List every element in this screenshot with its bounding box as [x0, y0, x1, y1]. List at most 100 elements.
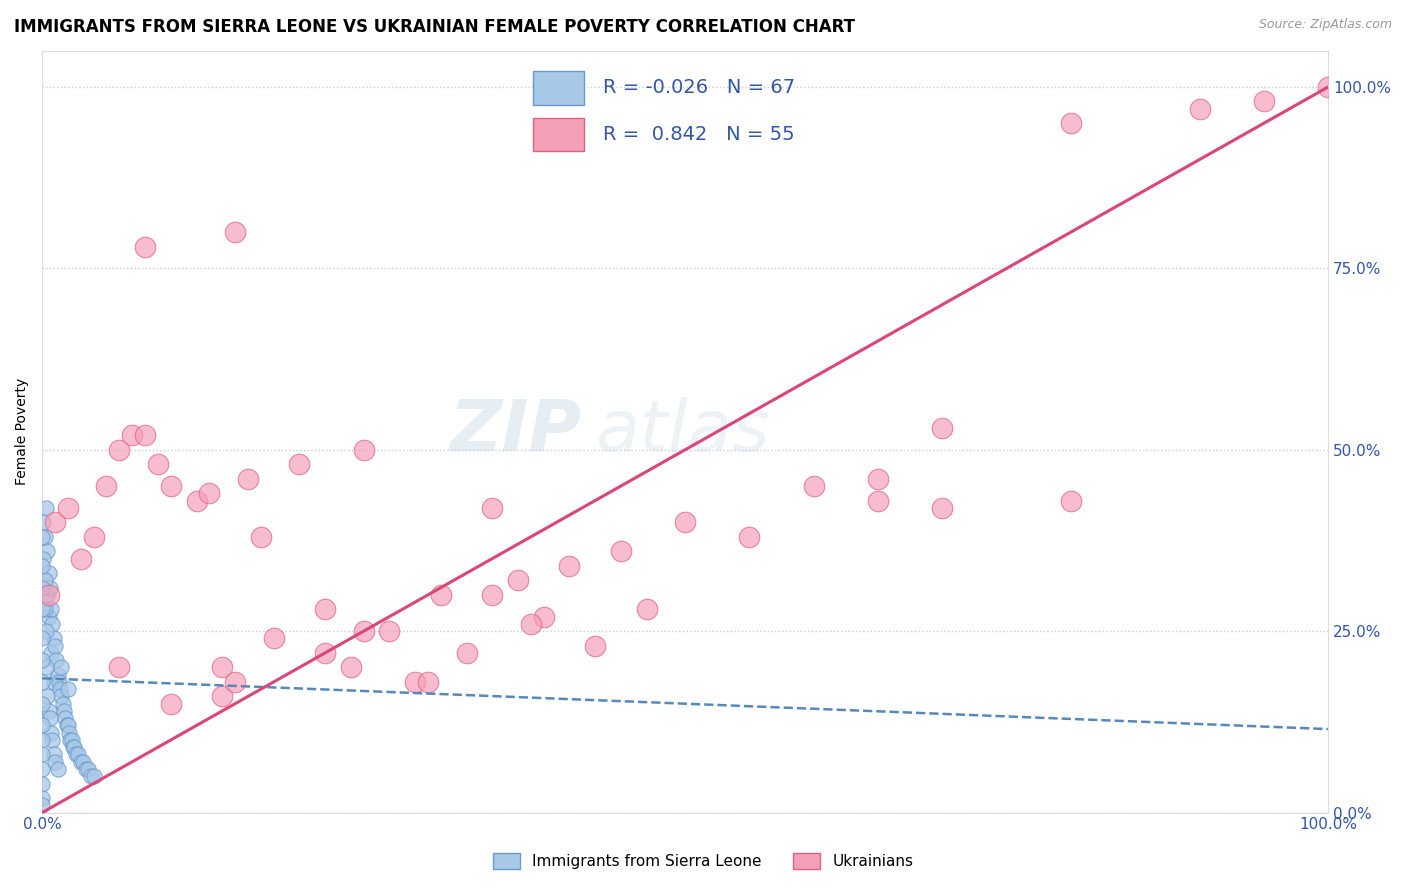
Point — [931, 421, 953, 435]
Point — [34, 602, 56, 616]
Point — [31, 798, 53, 813]
Point — [134, 239, 156, 253]
Point — [35, 660, 58, 674]
Text: Source: ZipAtlas.com: Source: ZipAtlas.com — [1258, 18, 1392, 31]
Point — [38, 566, 60, 580]
Point — [1317, 79, 1340, 94]
Point — [416, 675, 439, 690]
Y-axis label: Female Poverty: Female Poverty — [15, 378, 30, 485]
Point — [353, 624, 375, 639]
Point — [159, 697, 181, 711]
Point — [53, 711, 76, 725]
Point — [63, 740, 86, 755]
Point — [263, 632, 285, 646]
Point — [37, 690, 59, 704]
Point — [35, 624, 58, 639]
Point — [134, 428, 156, 442]
Point — [31, 653, 53, 667]
Point — [72, 755, 94, 769]
Point — [583, 639, 606, 653]
Point — [32, 551, 55, 566]
Point — [520, 616, 543, 631]
Point — [31, 776, 53, 790]
Point — [44, 639, 66, 653]
Point — [31, 675, 53, 690]
Point — [31, 581, 53, 595]
Point — [31, 602, 53, 616]
Point — [38, 581, 60, 595]
Point — [1060, 116, 1083, 130]
Point — [53, 704, 76, 718]
Point — [558, 558, 581, 573]
Point — [41, 733, 63, 747]
Point — [186, 493, 208, 508]
Point — [38, 609, 60, 624]
Point — [52, 697, 75, 711]
Point — [56, 500, 79, 515]
Point — [42, 747, 65, 762]
Point — [1060, 493, 1083, 508]
Legend: Immigrants from Sierra Leone, Ukrainians: Immigrants from Sierra Leone, Ukrainians — [486, 847, 920, 875]
Point — [159, 479, 181, 493]
Point — [314, 602, 336, 616]
Point — [67, 747, 90, 762]
Point — [41, 616, 63, 631]
Point — [38, 704, 60, 718]
Point — [37, 544, 59, 558]
Point — [42, 632, 65, 646]
Point — [69, 755, 91, 769]
Point — [610, 544, 633, 558]
Point — [62, 740, 84, 755]
Point — [198, 486, 221, 500]
Point — [75, 762, 97, 776]
Point — [456, 646, 478, 660]
Point — [83, 769, 105, 783]
Point — [121, 428, 143, 442]
Point — [39, 725, 62, 739]
Point — [56, 682, 79, 697]
Point — [224, 675, 246, 690]
Point — [77, 762, 100, 776]
Point — [56, 718, 79, 732]
Point — [236, 472, 259, 486]
Point — [249, 530, 271, 544]
Point — [378, 624, 401, 639]
Point — [636, 602, 658, 616]
Text: IMMIGRANTS FROM SIERRA LEONE VS UKRAINIAN FEMALE POVERTY CORRELATION CHART: IMMIGRANTS FROM SIERRA LEONE VS UKRAINIA… — [14, 18, 855, 36]
Point — [58, 725, 80, 739]
Point — [44, 755, 66, 769]
Point — [211, 660, 233, 674]
Point — [37, 588, 59, 602]
Point — [31, 791, 53, 805]
Text: atlas: atlas — [595, 397, 769, 467]
Point — [31, 718, 53, 732]
Point — [868, 472, 890, 486]
Point — [31, 762, 53, 776]
Point — [108, 660, 131, 674]
Point — [211, 690, 233, 704]
Point — [353, 442, 375, 457]
Point — [34, 574, 56, 588]
Point — [404, 675, 426, 690]
Point — [46, 667, 69, 681]
Point — [288, 457, 311, 471]
Point — [69, 551, 91, 566]
Point — [31, 558, 53, 573]
Point — [481, 500, 503, 515]
Point — [224, 225, 246, 239]
Point — [803, 479, 825, 493]
Point — [31, 733, 53, 747]
Point — [96, 479, 118, 493]
Point — [108, 442, 131, 457]
Point — [314, 646, 336, 660]
Point — [34, 530, 56, 544]
Point — [49, 682, 72, 697]
Point — [42, 675, 65, 690]
Point — [38, 711, 60, 725]
Point — [38, 588, 60, 602]
Point — [31, 747, 53, 762]
Point — [533, 609, 555, 624]
Point — [931, 500, 953, 515]
Point — [673, 516, 696, 530]
Point — [46, 762, 69, 776]
